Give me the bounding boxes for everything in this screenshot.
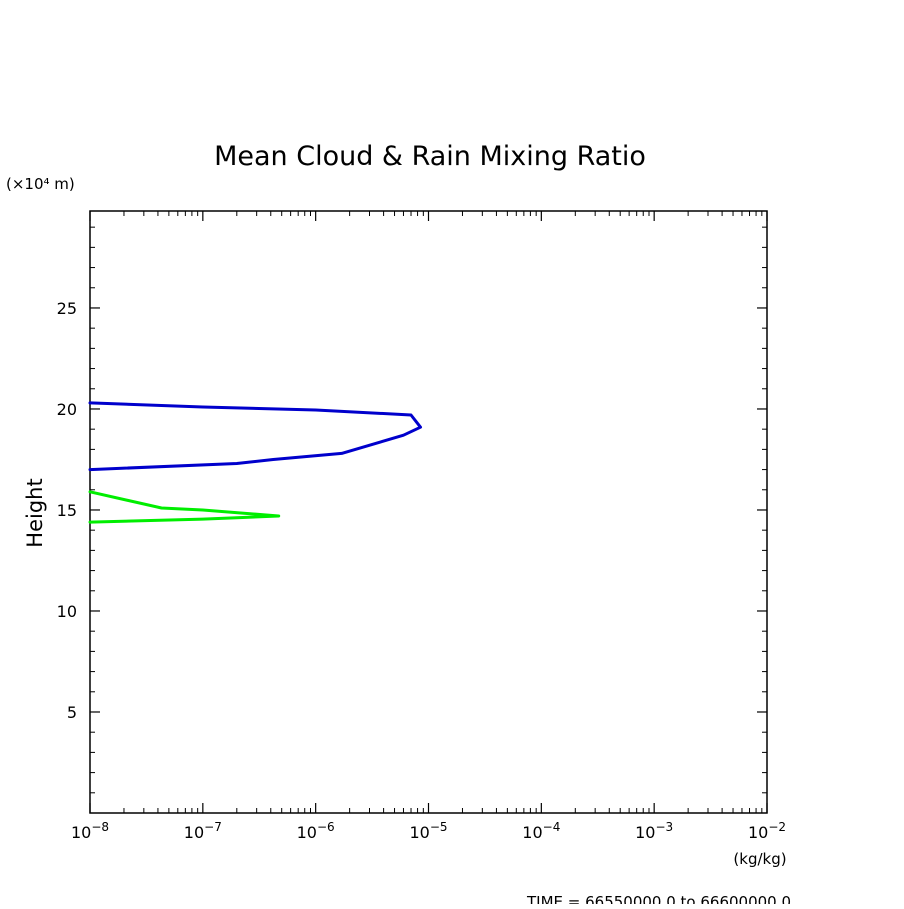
- x-axis-label: (kg/kg): [733, 850, 786, 868]
- x-tick-label: 10−5: [409, 820, 447, 842]
- y-axis-label: Height: [23, 478, 47, 547]
- y-unit-label: (×10⁴ m): [6, 175, 75, 193]
- x-tick-label: 10−4: [522, 820, 560, 842]
- y-tick-label: 20: [57, 400, 77, 419]
- x-tick-label: 10−7: [184, 820, 222, 842]
- y-tick-label: 15: [57, 501, 77, 520]
- x-tick-label: 10−3: [635, 820, 673, 842]
- x-tick-label: 10−8: [71, 820, 109, 842]
- x-tick-label: 10−6: [297, 820, 335, 842]
- y-tick-label: 10: [57, 602, 77, 621]
- series-line-1: [88, 401, 422, 472]
- y-tick-label: 5: [67, 703, 77, 722]
- series-layer: [88, 401, 422, 524]
- x-tick-label: 10−2: [748, 820, 786, 842]
- chart-title: Mean Cloud & Rain Mixing Ratio: [214, 141, 646, 172]
- y-tick-label: 25: [57, 299, 77, 318]
- axes-layer: 10−8 10−7 10−6 10−5 10−4 10−3 10−2 5 10 15 20 25: [57, 211, 786, 842]
- plot-frame: [89, 210, 768, 814]
- time-footer: TIME = 66550000.0 to 66600000.0: [526, 893, 791, 904]
- series-line-2: [88, 490, 281, 524]
